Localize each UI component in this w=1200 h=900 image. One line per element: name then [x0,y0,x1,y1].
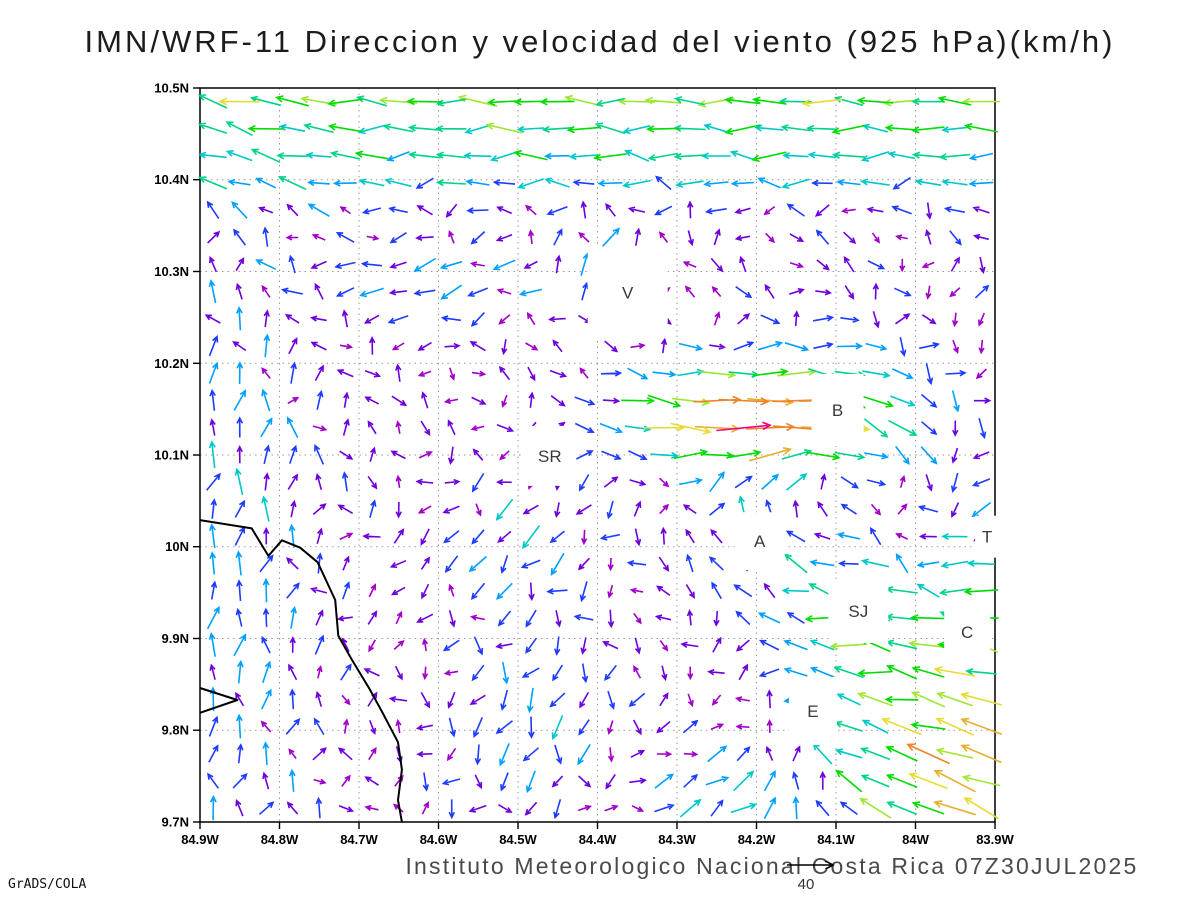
lat-tick-label: 10.3N [154,264,189,279]
city-label-mask [828,579,889,643]
city-label: SJ [848,602,868,621]
reference-vector: 40 [787,860,835,893]
vector-layer [197,94,1003,821]
lat-tick-label: 10.4N [154,172,189,187]
city-label: E [807,702,818,721]
city-label: C [961,623,973,642]
city-label: T [982,528,992,547]
plot-frame [199,87,996,823]
lat-tick-label: 10.1N [154,448,189,463]
lon-tick-label: 84.1W [817,832,855,847]
city-label: V [622,284,634,303]
city-label-mask [788,677,837,745]
city-label-mask [811,374,864,446]
lat-tick-label: 9.8N [162,723,189,738]
city-label: SR [538,447,562,466]
coastline-layer [199,519,403,823]
lat-tick-label: 9.7N [162,815,189,830]
lat-tick-label: 9.9N [162,631,189,646]
lat-tick-label: 10.2N [154,356,189,371]
wind-arrows [197,94,997,816]
city-label-mask [523,425,576,486]
footer-text: Instituto Meteorologico Nacional Costa R… [405,853,1138,879]
coastline [199,519,403,823]
lon-tick-label: 84.3W [658,832,696,847]
coastline [199,687,239,714]
axis-layer: 84.9W 84.8W 84.7W 84.6W 84.5W 84.4W 84.3W 84.2W… [154,81,1014,848]
grads-stamp: GrADS/COLA [8,877,86,892]
lon-tick-label: 84.4W [579,832,617,847]
lon-tick-label: 84W [902,832,929,847]
city-label-mask [587,247,668,338]
wind-arrows [300,94,1001,819]
chart-title: IMN/WRF-11 Direccion y velocidad del vie… [85,24,1116,59]
reference-arrow-icon [787,860,835,870]
lon-tick-label: 83.9W [976,832,1014,847]
lon-tick-label: 84.2W [738,832,776,847]
wind-arrows [218,97,1003,820]
lon-tick-label: 84.9W [181,832,219,847]
wind-arrows [198,123,995,818]
city-label-mask [944,602,991,663]
lat-tick-label: 10N [165,539,189,554]
lat-tick-label: 10.5N [154,81,189,96]
reference-value: 40 [798,876,815,893]
wind-arrows [716,421,772,432]
city-label-mask [734,512,785,571]
lon-tick-label: 84.7W [340,832,378,847]
city-label-layer: V B SR A T SJ C E [523,247,1000,745]
city-label: B [832,401,843,420]
lon-tick-label: 84.6W [420,832,458,847]
lon-tick-label: 84.8W [261,832,299,847]
city-label: A [754,532,766,551]
city-label-mask [975,515,1000,558]
lon-tick-label: 84.5W [499,832,537,847]
